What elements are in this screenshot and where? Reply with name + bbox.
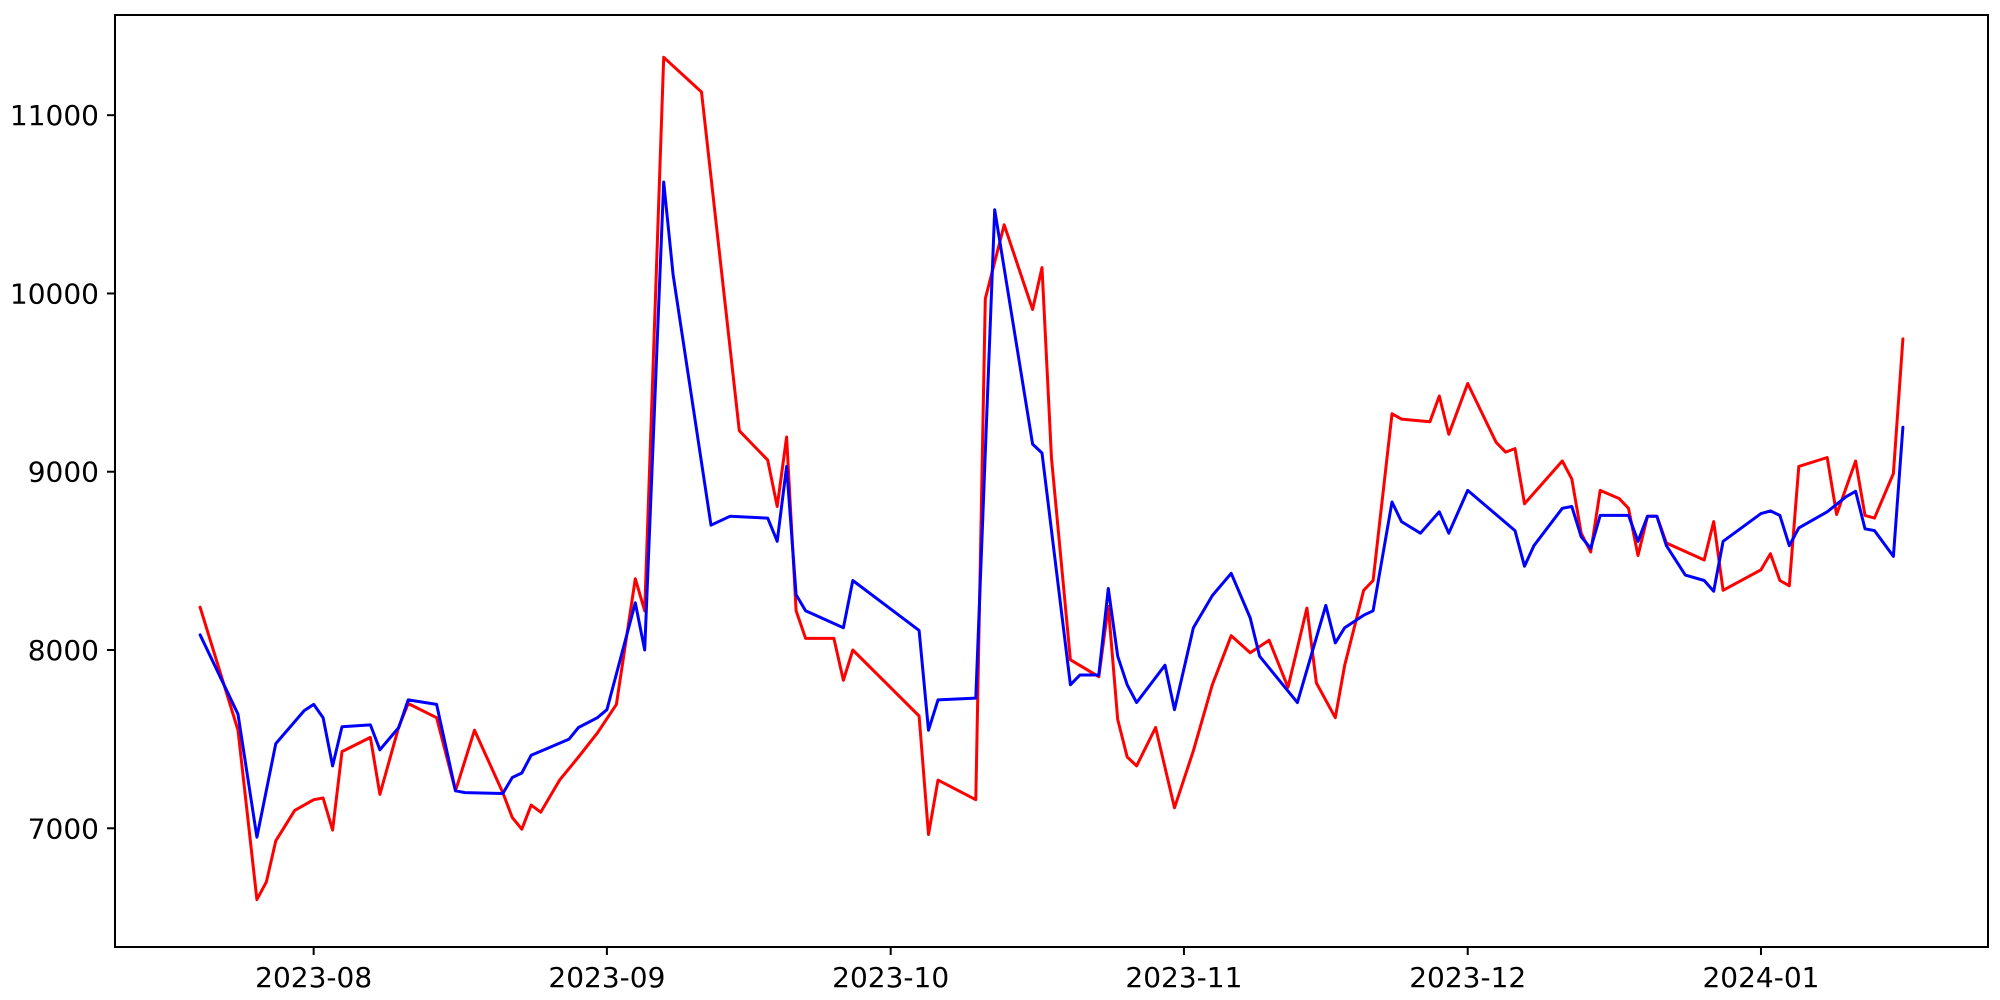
x-tick-label: 2023-09	[548, 961, 665, 994]
plot-frame	[114, 14, 1989, 948]
y-tick-label: 10000	[10, 277, 99, 310]
x-tick-label: 2024-01	[1702, 961, 1819, 994]
red-series-line	[198, 55, 1905, 902]
x-tick-label: 2023-11	[1125, 961, 1242, 994]
x-tick-label: 2023-10	[832, 961, 949, 994]
x-tick-label: 2023-12	[1409, 961, 1526, 994]
x-tick-label: 2023-08	[255, 961, 372, 994]
axes: 2023-08 2023-09 2023-10 2023-11 2023-12 2024-…	[10, 99, 1820, 994]
series-lines	[198, 55, 1905, 902]
blue-series-line	[198, 180, 1905, 839]
y-tick-label: 9000	[28, 456, 99, 489]
y-tick-label: 7000	[28, 812, 99, 845]
y-tick-label: 8000	[28, 634, 99, 667]
y-tick-label: 11000	[10, 99, 99, 132]
